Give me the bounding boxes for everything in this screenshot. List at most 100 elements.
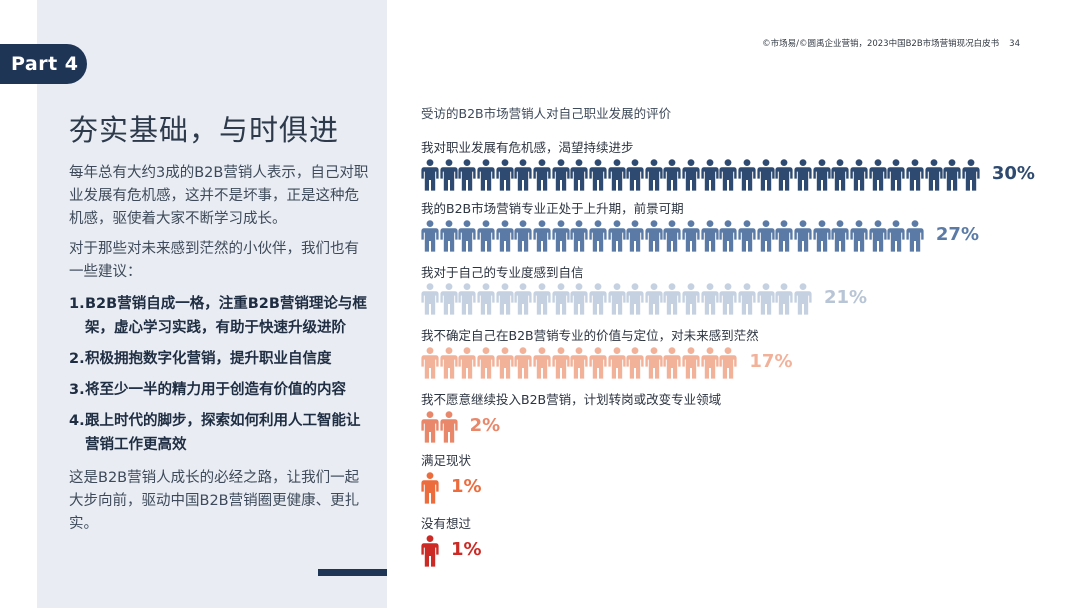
person-icon bbox=[738, 220, 756, 252]
value-label: 21% bbox=[824, 287, 868, 308]
value-label: 27% bbox=[935, 224, 979, 245]
value-label: 17% bbox=[749, 351, 793, 372]
person-icon bbox=[775, 283, 793, 315]
person-icon bbox=[421, 283, 439, 315]
person-icon bbox=[663, 220, 682, 252]
person-icon bbox=[570, 283, 588, 315]
person-icon bbox=[794, 159, 812, 191]
person-icon bbox=[850, 220, 868, 252]
person-icon bbox=[551, 220, 570, 252]
person-icon bbox=[719, 283, 737, 315]
person-icon bbox=[738, 283, 756, 315]
person-icon bbox=[551, 159, 570, 191]
person-icon bbox=[701, 220, 719, 252]
person-icon bbox=[551, 283, 570, 315]
person-icon bbox=[626, 347, 644, 379]
person-icon bbox=[533, 283, 551, 315]
person-icon bbox=[440, 283, 458, 315]
tip-number: 1. bbox=[69, 296, 85, 312]
tip-text: 将至少一半的精力用于创造有价值的内容 bbox=[85, 382, 346, 398]
category-label: 没有想过 bbox=[421, 516, 472, 531]
person-icon bbox=[906, 220, 924, 252]
person-icon bbox=[514, 220, 532, 252]
person-icon bbox=[850, 159, 868, 191]
person-icon bbox=[421, 220, 439, 252]
person-icon bbox=[421, 411, 439, 443]
person-icon bbox=[757, 283, 775, 315]
person-icon bbox=[477, 159, 495, 191]
person-icon bbox=[570, 159, 588, 191]
icon-row bbox=[421, 347, 737, 379]
person-icon bbox=[477, 220, 495, 252]
person-icon bbox=[775, 159, 793, 191]
person-icon bbox=[589, 220, 607, 252]
person-icon bbox=[440, 220, 458, 252]
person-icon bbox=[551, 347, 570, 379]
tip-item: 4. 跟上时代的脚步，探索如何利用人工智能让营销工作更高效 bbox=[69, 409, 369, 457]
icon-row bbox=[421, 411, 458, 443]
tip-item: 3. 将至少一半的精力用于创造有价值的内容 bbox=[69, 378, 369, 402]
person-icon bbox=[868, 159, 887, 191]
person-icon bbox=[645, 347, 663, 379]
person-icon bbox=[421, 472, 439, 504]
person-icon bbox=[514, 159, 532, 191]
value-label: 30% bbox=[991, 163, 1035, 184]
person-icon bbox=[663, 159, 682, 191]
icon-row bbox=[421, 535, 439, 567]
person-icon bbox=[962, 159, 980, 191]
tip-text: 跟上时代的脚步，探索如何利用人工智能让营销工作更高效 bbox=[85, 413, 361, 453]
part-tag: Part 4 bbox=[0, 44, 87, 84]
person-icon bbox=[495, 283, 514, 315]
person-icon bbox=[533, 347, 551, 379]
person-icon bbox=[813, 159, 831, 191]
person-icon bbox=[701, 283, 719, 315]
person-icon bbox=[682, 347, 700, 379]
person-icon bbox=[719, 159, 737, 191]
person-icon bbox=[514, 347, 532, 379]
person-icon bbox=[626, 283, 644, 315]
person-icon bbox=[663, 283, 682, 315]
person-icon bbox=[440, 159, 458, 191]
person-icon bbox=[533, 220, 551, 252]
person-icon bbox=[831, 220, 849, 252]
person-icon bbox=[813, 220, 831, 252]
person-icon bbox=[924, 159, 943, 191]
person-icon bbox=[607, 220, 626, 252]
tip-text: B2B营销自成一格，注重B2B营销理论与框架，虚心学习实践，有助于快速升级进阶 bbox=[85, 296, 367, 336]
person-icon bbox=[682, 159, 700, 191]
category-label: 我对职业发展有危机感，渴望持续进步 bbox=[421, 140, 634, 155]
left-panel bbox=[37, 0, 387, 608]
person-icon bbox=[421, 535, 439, 567]
decorative-bar bbox=[318, 569, 387, 576]
category-label: 我不确定自己在B2B营销专业的价值与定位，对未来感到茫然 bbox=[421, 328, 759, 343]
person-icon bbox=[831, 159, 849, 191]
person-icon bbox=[421, 159, 439, 191]
person-icon bbox=[719, 347, 737, 379]
person-icon bbox=[570, 220, 588, 252]
source-text: ©市场易/©圆禹企业营销，2023中国B2B市场营销现况白皮书 bbox=[762, 39, 1000, 49]
person-icon bbox=[645, 159, 663, 191]
category-label: 满足现状 bbox=[421, 453, 472, 468]
person-icon bbox=[440, 347, 458, 379]
tip-number: 2. bbox=[69, 351, 85, 367]
person-icon bbox=[626, 159, 644, 191]
person-icon bbox=[589, 347, 607, 379]
value-label: 1% bbox=[451, 476, 482, 497]
person-icon bbox=[589, 159, 607, 191]
person-icon bbox=[775, 220, 793, 252]
tip-number: 3. bbox=[69, 382, 85, 398]
person-icon bbox=[607, 347, 626, 379]
person-icon bbox=[682, 283, 700, 315]
tip-item: 2. 积极拥抱数字化营销，提升职业自信度 bbox=[69, 347, 369, 371]
person-icon bbox=[495, 159, 514, 191]
person-icon bbox=[701, 347, 719, 379]
value-label: 2% bbox=[469, 415, 501, 436]
person-icon bbox=[757, 159, 775, 191]
person-icon bbox=[495, 347, 514, 379]
tip-number: 4. bbox=[69, 413, 85, 429]
icon-row bbox=[421, 472, 439, 504]
person-icon bbox=[440, 411, 458, 443]
person-icon bbox=[458, 347, 476, 379]
person-icon bbox=[738, 159, 756, 191]
icon-row bbox=[421, 220, 924, 252]
